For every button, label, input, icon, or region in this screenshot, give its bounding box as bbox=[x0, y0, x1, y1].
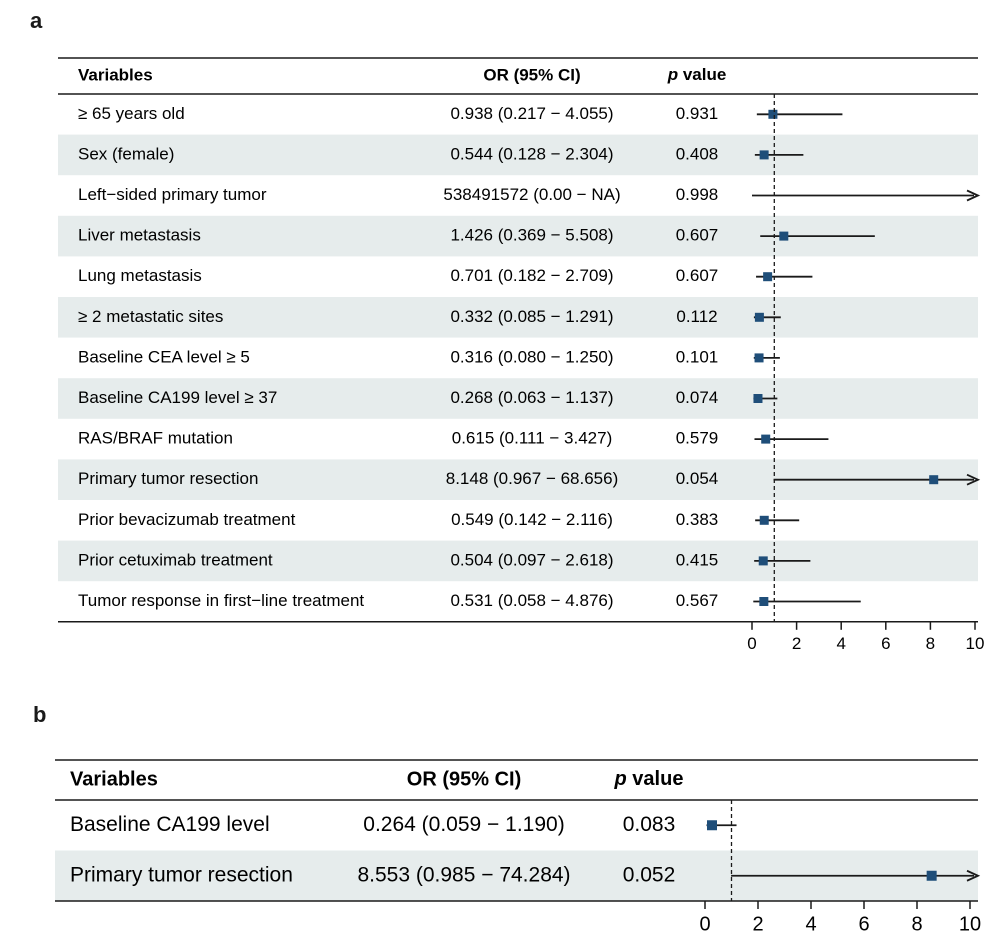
or-marker-a-5 bbox=[763, 272, 773, 282]
header-or-b: OR (95% CI) bbox=[407, 768, 521, 790]
row-or-ci-b-1: 0.264 (0.059 − 1.190) bbox=[363, 813, 564, 836]
row-or-ci-a-4: 1.426 (0.369 − 5.508) bbox=[450, 226, 613, 245]
x-tick-label-a-2: 2 bbox=[792, 634, 801, 653]
row-label-a-13: Tumor response in first−line treatment bbox=[78, 591, 364, 610]
ci-arrow-a-3 bbox=[966, 189, 981, 202]
row-label-a-4: Liver metastasis bbox=[78, 226, 201, 245]
row-p-value-a-8: 0.074 bbox=[676, 388, 719, 407]
row-label-a-1: ≥ 65 years old bbox=[78, 104, 185, 123]
or-marker-a-8 bbox=[753, 394, 763, 403]
row-shade-a-12 bbox=[58, 540, 978, 582]
row-label-a-10: Primary tumor resection bbox=[78, 469, 258, 488]
row-label-a-7: Baseline CEA level ≥ 5 bbox=[78, 347, 250, 366]
row-p-value-a-13: 0.567 bbox=[676, 591, 719, 610]
panel-label-b: b bbox=[33, 702, 47, 727]
or-marker-a-4 bbox=[779, 231, 789, 241]
row-label-b-1: Baseline CA199 level bbox=[70, 813, 270, 836]
row-or-ci-a-6: 0.332 (0.085 − 1.291) bbox=[450, 307, 613, 326]
header-p-value-b: p value bbox=[614, 768, 684, 790]
or-marker-a-1 bbox=[768, 109, 778, 119]
row-shade-a-6 bbox=[58, 297, 978, 338]
x-tick-label-a-6: 6 bbox=[881, 634, 890, 653]
row-or-ci-a-3: 538491572 (0.00 − NA) bbox=[443, 185, 620, 204]
row-p-value-a-7: 0.101 bbox=[676, 347, 719, 366]
x-tick-label-b-10: 10 bbox=[959, 913, 981, 935]
or-marker-a-10 bbox=[929, 475, 939, 485]
ci-arrow-b-2 bbox=[966, 869, 981, 882]
x-tick-label-a-10: 10 bbox=[966, 634, 985, 653]
x-tick-label-a-0: 0 bbox=[747, 634, 756, 653]
row-label-a-3: Left−sided primary tumor bbox=[78, 185, 267, 204]
or-marker-b-1 bbox=[706, 820, 717, 831]
row-or-ci-a-13: 0.531 (0.058 − 4.876) bbox=[450, 591, 613, 610]
row-or-ci-a-5: 0.701 (0.182 − 2.709) bbox=[450, 266, 613, 285]
row-or-ci-a-9: 0.615 (0.111 − 3.427) bbox=[452, 429, 613, 448]
row-p-value-a-6: 0.112 bbox=[676, 307, 717, 326]
x-tick-label-a-8: 8 bbox=[926, 634, 935, 653]
row-p-value-a-10: 0.054 bbox=[676, 469, 719, 488]
row-p-value-a-3: 0.998 bbox=[676, 185, 719, 204]
row-p-value-a-4: 0.607 bbox=[676, 226, 719, 245]
row-label-a-9: RAS/BRAF mutation bbox=[78, 429, 233, 448]
x-tick-label-b-4: 4 bbox=[805, 913, 816, 935]
row-label-a-5: Lung metastasis bbox=[78, 266, 202, 285]
header-variables-b: Variables bbox=[70, 768, 158, 790]
row-label-a-6: ≥ 2 metastatic sites bbox=[78, 307, 223, 326]
or-marker-a-13 bbox=[759, 597, 769, 606]
row-or-ci-a-11: 0.549 (0.142 − 2.116) bbox=[451, 510, 613, 529]
row-p-value-a-11: 0.383 bbox=[676, 510, 719, 529]
x-tick-label-b-2: 2 bbox=[752, 913, 763, 935]
row-label-a-8: Baseline CA199 level ≥ 37 bbox=[78, 388, 277, 407]
x-tick-label-b-6: 6 bbox=[858, 913, 869, 935]
row-label-a-12: Prior cetuximab treatment bbox=[78, 550, 273, 569]
or-marker-a-11 bbox=[759, 515, 769, 525]
row-or-ci-a-7: 0.316 (0.080 − 1.250) bbox=[450, 347, 613, 366]
row-label-b-2: Primary tumor resection bbox=[70, 863, 293, 886]
or-marker-a-6 bbox=[754, 312, 764, 322]
row-p-value-a-9: 0.579 bbox=[676, 429, 719, 448]
row-or-ci-a-2: 0.544 (0.128 − 2.304) bbox=[450, 144, 613, 163]
row-label-a-2: Sex (female) bbox=[78, 144, 174, 163]
row-p-value-a-12: 0.415 bbox=[676, 550, 719, 569]
header-variables-a: Variables bbox=[78, 65, 153, 84]
row-p-value-a-2: 0.408 bbox=[676, 144, 719, 163]
row-p-value-b-2: 0.052 bbox=[623, 863, 676, 886]
header-p-value-a: p value bbox=[667, 65, 727, 84]
or-marker-a-2 bbox=[759, 150, 769, 160]
x-tick-label-a-4: 4 bbox=[836, 634, 845, 653]
ci-arrow-a-10 bbox=[966, 473, 981, 486]
or-marker-a-9 bbox=[761, 434, 771, 444]
header-or-a: OR (95% CI) bbox=[483, 65, 580, 84]
row-shade-a-8 bbox=[58, 378, 978, 419]
row-or-ci-a-10: 8.148 (0.967 − 68.656) bbox=[446, 469, 619, 488]
x-tick-label-b-8: 8 bbox=[911, 913, 922, 935]
x-tick-label-b-0: 0 bbox=[699, 913, 710, 935]
row-p-value-a-1: 0.931 bbox=[676, 104, 719, 123]
row-or-ci-a-12: 0.504 (0.097 − 2.618) bbox=[450, 550, 613, 569]
or-marker-b-2 bbox=[926, 870, 937, 881]
row-or-ci-b-2: 8.553 (0.985 − 74.284) bbox=[357, 863, 570, 886]
row-or-ci-a-8: 0.268 (0.063 − 1.137) bbox=[450, 388, 613, 407]
row-label-a-11: Prior bevacizumab treatment bbox=[78, 510, 296, 529]
row-shade-a-2 bbox=[58, 134, 978, 176]
or-marker-a-12 bbox=[758, 556, 768, 566]
row-p-value-a-5: 0.607 bbox=[676, 266, 719, 285]
row-p-value-b-1: 0.083 bbox=[623, 813, 676, 836]
row-or-ci-a-1: 0.938 (0.217 − 4.055) bbox=[450, 104, 613, 123]
or-marker-a-7 bbox=[754, 353, 764, 363]
panel-label-a: a bbox=[30, 8, 43, 33]
